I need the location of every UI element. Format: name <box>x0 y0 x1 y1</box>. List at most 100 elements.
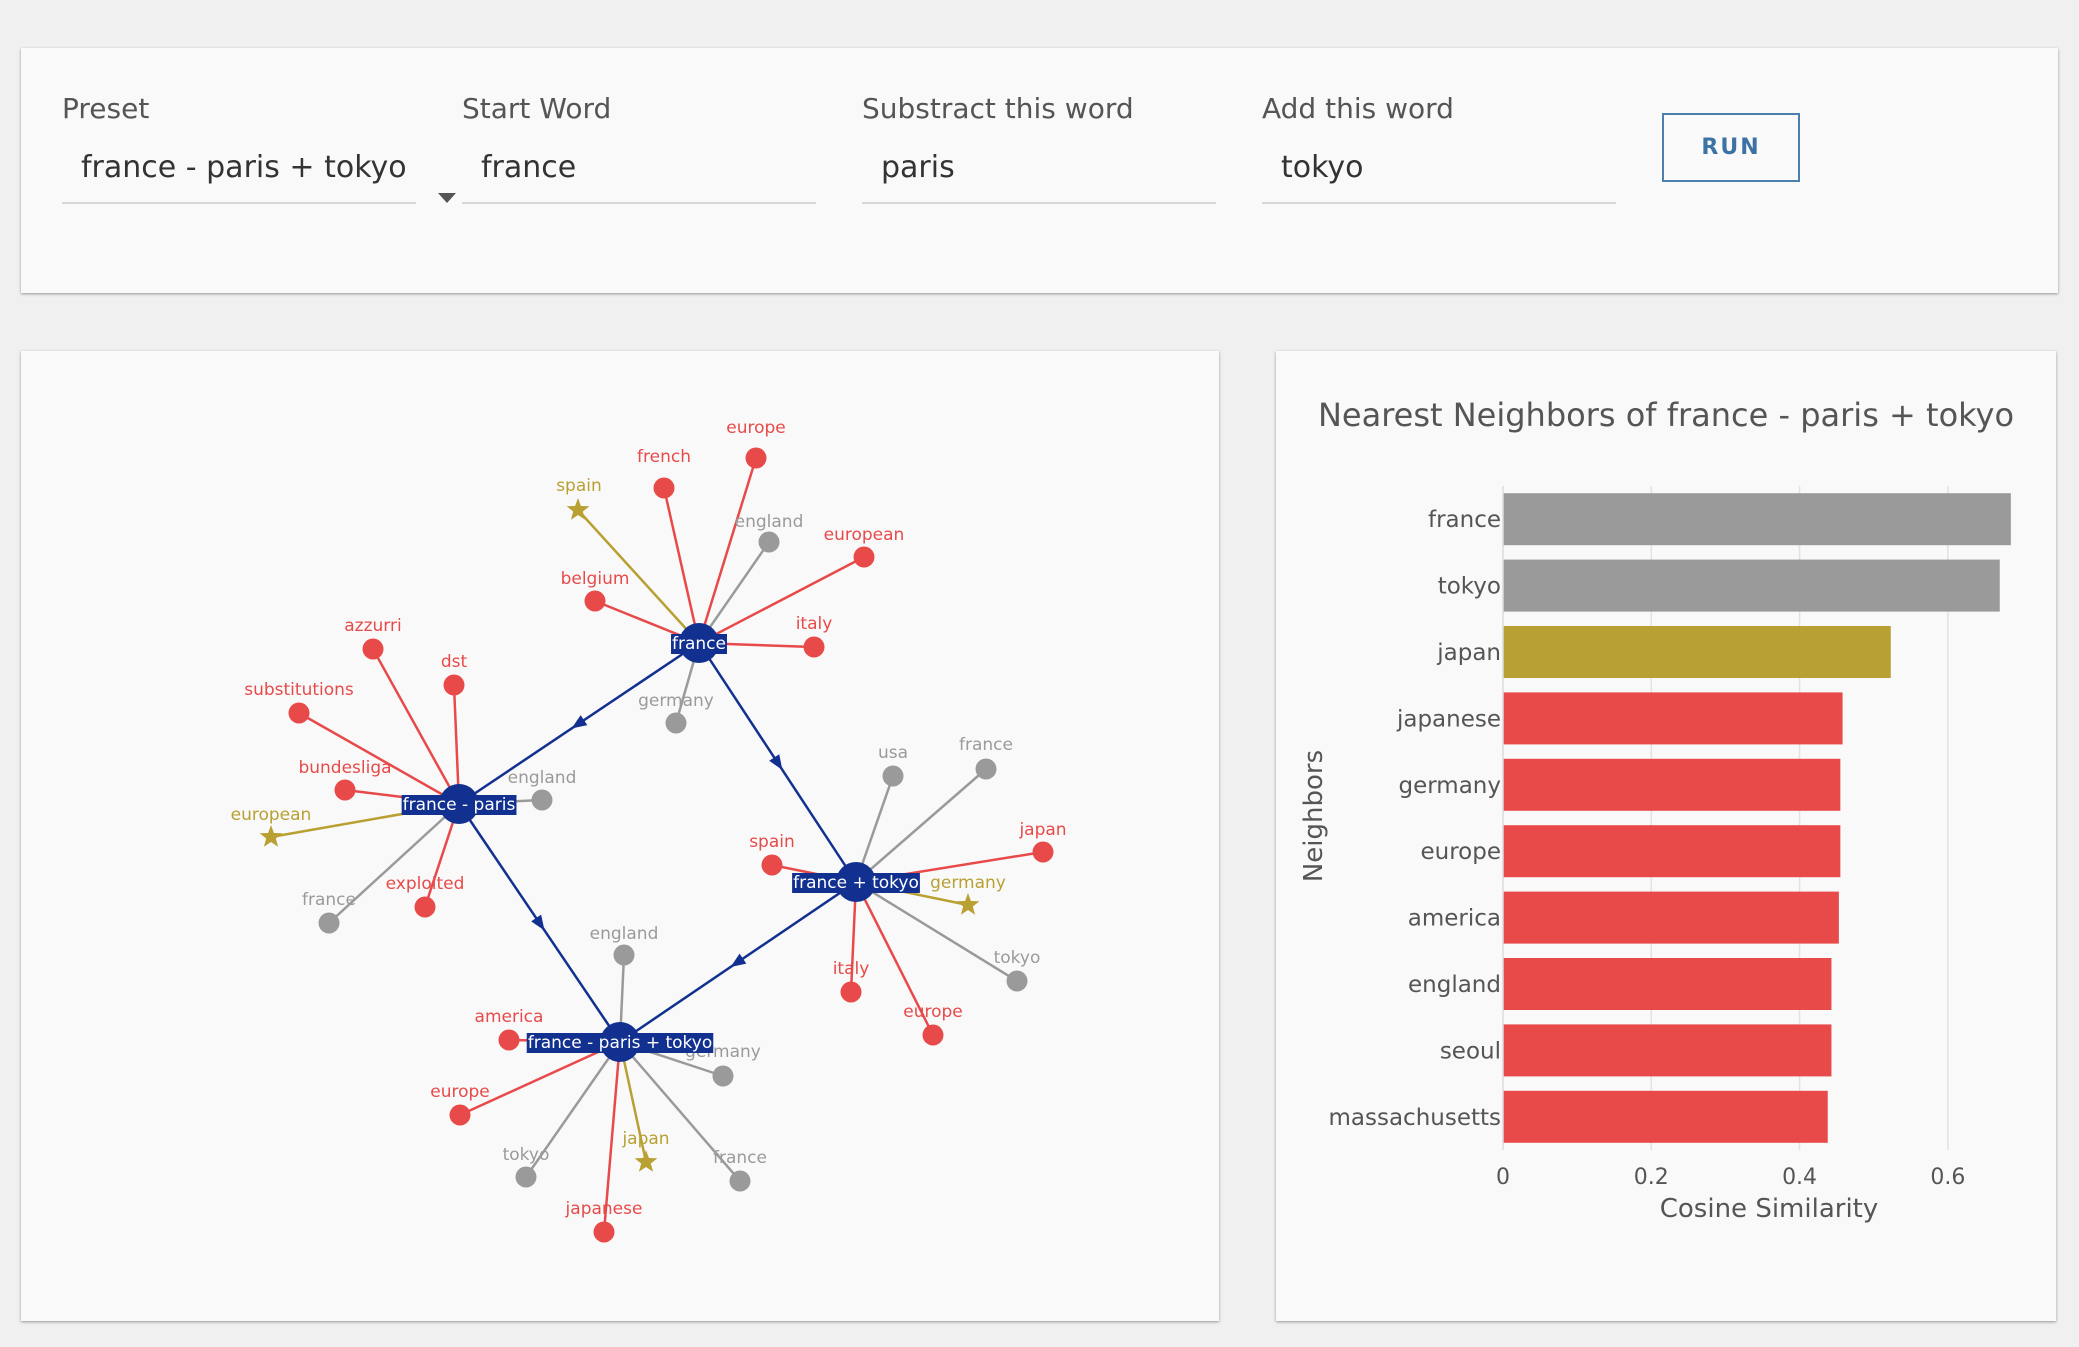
preset-label: Preset <box>62 92 150 125</box>
bar-america <box>1503 891 1839 944</box>
add-word-input[interactable]: tokyo <box>1281 150 1364 185</box>
leaf-node-substitutions[interactable]: substitutions <box>244 680 354 724</box>
node-circle <box>882 765 904 787</box>
start-word-label: Start Word <box>462 92 612 125</box>
hub-label-background <box>526 1033 714 1053</box>
node-circle <box>531 789 553 811</box>
leaf-node-japan[interactable]: japan <box>1018 820 1067 863</box>
leaf-node-european[interactable]: european <box>824 525 905 568</box>
run-button[interactable]: RUN <box>1662 113 1800 182</box>
subtract-word-field[interactable]: Substract this word paris <box>862 48 1216 208</box>
leaf-node-tokyo[interactable]: tokyo <box>503 1145 550 1188</box>
leaf-node-dst[interactable]: dst <box>441 652 468 696</box>
leaf-edge <box>855 880 1018 983</box>
leaf-node-germany[interactable]: germany <box>638 691 714 734</box>
leaf-node-italy[interactable]: italy <box>796 614 833 658</box>
node-circle <box>414 896 436 918</box>
leaf-node-england[interactable]: england <box>508 768 577 811</box>
hub-node-fpt[interactable]: france - paris + tokyo <box>526 1022 714 1062</box>
leaf-label: spain <box>556 476 602 496</box>
y-axis-label: Neighbors <box>1299 750 1329 882</box>
leaf-node-azzurri[interactable]: azzurri <box>344 616 402 660</box>
leaf-edge <box>698 555 865 645</box>
node-circle <box>1006 970 1028 992</box>
subtract-word-input[interactable]: paris <box>881 150 955 185</box>
preset-select[interactable]: Preset france - paris + tokyo <box>62 48 456 208</box>
leaf-node-europe[interactable]: europe <box>903 1002 963 1046</box>
star-icon <box>566 498 590 520</box>
leaf-label: england <box>590 924 659 944</box>
start-word-input[interactable]: france <box>481 150 577 185</box>
leaf-node-england[interactable]: england <box>735 512 804 553</box>
leaf-node-japan[interactable]: japan <box>621 1129 670 1172</box>
leaf-node-exploited[interactable]: exploited <box>386 874 465 918</box>
leaf-label: exploited <box>386 874 465 894</box>
x-tick-label: 0.2 <box>1634 1165 1669 1190</box>
leaf-node-french[interactable]: french <box>637 447 691 499</box>
leaf-node-european[interactable]: european <box>231 805 312 847</box>
leaf-label: bundesliga <box>298 758 391 778</box>
y-tick-label: seoul <box>1440 1038 1501 1064</box>
leaf-node-england[interactable]: england <box>590 924 659 966</box>
leaf-edge <box>459 1040 621 1117</box>
word-graph[interactable]: spain french europe england european belgium i… <box>21 351 1219 1321</box>
y-tick-label: japanese <box>1396 706 1501 732</box>
leaf-node-belgium[interactable]: belgium <box>561 569 630 612</box>
leaf-node-italy[interactable]: italy <box>833 959 870 1003</box>
leaf-node-tokyo[interactable]: tokyo <box>994 948 1041 992</box>
preset-value[interactable]: france - paris + tokyo <box>81 150 407 185</box>
leaf-label: italy <box>833 959 870 979</box>
start-word-field[interactable]: Start Word france <box>462 48 816 208</box>
leaf-node-spain[interactable]: spain <box>749 832 795 876</box>
leaf-node-germany[interactable]: germany <box>930 873 1006 915</box>
node-circle <box>745 447 767 469</box>
leaf-node-bundesliga[interactable]: bundesliga <box>298 758 392 801</box>
leaf-edge <box>855 768 987 883</box>
controls-panel: Preset france - paris + tokyo Start Word… <box>21 48 2058 293</box>
node-circle <box>593 1221 615 1243</box>
add-word-label: Add this word <box>1262 92 1454 125</box>
leaf-label: belgium <box>561 569 630 589</box>
leaf-label: europe <box>430 1082 490 1102</box>
leaf-node-japanese[interactable]: japanese <box>565 1199 643 1243</box>
leaf-edge <box>854 881 935 1036</box>
leaf-node-spain[interactable]: spain <box>556 476 602 520</box>
y-tick-label: america <box>1408 906 1501 932</box>
node-circle <box>712 1065 734 1087</box>
node-circle <box>288 702 310 724</box>
x-tick-label: 0.4 <box>1782 1165 1817 1190</box>
leaf-label: tokyo <box>994 948 1041 968</box>
node-circle <box>729 1170 751 1192</box>
leaf-node-france[interactable]: france <box>302 890 356 934</box>
hub-label: france <box>672 634 726 654</box>
x-tick-label: 0 <box>1496 1165 1510 1190</box>
preset-underline <box>62 202 416 204</box>
leaf-node-france[interactable]: france <box>959 735 1013 780</box>
hub-label: france + tokyo <box>793 873 919 893</box>
start-word-underline <box>462 202 816 204</box>
arrowhead-icon <box>571 715 588 729</box>
chevron-down-icon[interactable] <box>438 193 456 203</box>
star-icon <box>956 893 980 915</box>
leaf-label: japanese <box>565 1199 643 1219</box>
leaf-label: italy <box>796 614 833 634</box>
leaf-node-usa[interactable]: usa <box>878 743 908 787</box>
leaf-label: usa <box>878 743 908 763</box>
leaf-node-america[interactable]: america <box>475 1007 544 1051</box>
node-circle <box>318 912 340 934</box>
hub-node-ft[interactable]: france + tokyo <box>792 862 920 902</box>
leaf-label: england <box>508 768 577 788</box>
arrowhead-icon <box>730 953 747 968</box>
leaf-label: america <box>475 1007 544 1027</box>
hub-node-fp[interactable]: france - paris <box>401 784 517 824</box>
leaf-label: spain <box>749 832 795 852</box>
leaf-node-france[interactable]: france <box>713 1148 767 1192</box>
leaf-node-europe[interactable]: europe <box>430 1082 490 1126</box>
hub-node-france[interactable]: france <box>671 623 727 663</box>
y-tick-label: germany <box>1399 773 1502 799</box>
x-axis-label: Cosine Similarity <box>1660 1194 1879 1224</box>
bar-massachusetts <box>1503 1090 1828 1143</box>
hub-label-background <box>792 873 920 893</box>
leaf-node-europe[interactable]: europe <box>726 418 786 469</box>
add-word-field[interactable]: Add this word tokyo <box>1262 48 1616 208</box>
